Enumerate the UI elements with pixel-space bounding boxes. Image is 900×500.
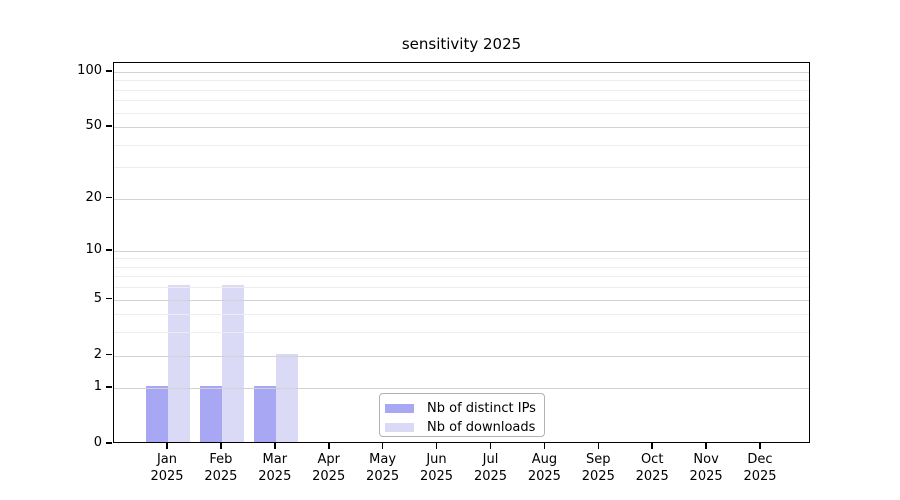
year-label: 2025 <box>258 469 292 484</box>
year-label: 2025 <box>150 469 184 484</box>
gridline-minor <box>114 144 809 146</box>
y-tick-mark <box>106 442 112 444</box>
year-label: 2025 <box>366 469 400 484</box>
y-tick-label: 10 <box>85 241 102 257</box>
legend-label: Nb of distinct IPs <box>427 400 536 416</box>
x-tick-label-jun: Jun 2025 <box>409 451 465 485</box>
month-label: Dec <box>747 452 773 467</box>
gridline-minor <box>114 100 809 102</box>
month-label: Jul <box>482 452 499 467</box>
x-tick-mark <box>597 443 599 449</box>
x-tick-label-mar: Mar 2025 <box>247 451 303 485</box>
year-label: 2025 <box>473 469 508 484</box>
month-label: Mar <box>262 452 288 467</box>
y-tick-label: 2 <box>93 346 102 362</box>
x-tick-label-apr: Apr 2025 <box>301 451 357 485</box>
x-tick-label-may: May 2025 <box>355 451 411 485</box>
x-tick-mark <box>381 443 384 449</box>
bar-distinct-ips-jan <box>146 386 168 442</box>
gridline-minor <box>114 332 809 334</box>
x-tick-mark <box>543 443 546 449</box>
month-label: May <box>369 452 397 467</box>
x-tick-mark <box>166 443 168 449</box>
month-label: Apr <box>317 452 340 467</box>
x-tick-label-sep: Sep 2025 <box>570 451 626 485</box>
gridline-major <box>114 72 809 73</box>
x-tick-mark <box>759 443 761 449</box>
year-label: 2025 <box>581 469 615 484</box>
gridline-major <box>114 198 809 200</box>
x-tick-label-feb: Feb 2025 <box>193 451 249 485</box>
x-tick-mark <box>328 443 330 449</box>
year-label: 2025 <box>527 469 561 484</box>
month-label: Feb <box>209 452 233 467</box>
gridline-major <box>114 127 809 129</box>
y-tick-mark <box>106 297 112 300</box>
month-label: Jan <box>156 452 178 467</box>
year-label: 2025 <box>635 469 669 484</box>
chart-title: sensitivity 2025 <box>401 35 522 53</box>
y-tick-label: 100 <box>77 63 102 78</box>
y-tick-mark <box>106 125 112 127</box>
gridline-minor <box>114 314 809 316</box>
bar-distinct-ips-feb <box>199 386 222 442</box>
legend-swatch-downloads <box>385 422 414 432</box>
gridline-major <box>114 250 809 252</box>
year-label: 2025 <box>743 469 777 484</box>
legend-swatch-distinct-ips <box>385 403 414 413</box>
legend-item-distinct-ips: Nb of distinct IPs <box>385 400 544 416</box>
month-label: Aug <box>531 452 558 467</box>
y-tick-mark <box>106 353 112 356</box>
gridline-major <box>114 388 809 390</box>
y-tick-mark <box>106 196 112 199</box>
gridline-minor <box>114 266 809 268</box>
month-label: Sep <box>586 452 611 467</box>
bar-downloads-feb <box>221 285 244 442</box>
bar-downloads-jan <box>168 285 190 442</box>
year-label: 2025 <box>419 469 454 484</box>
y-tick-label: 20 <box>85 189 102 205</box>
y-tick-label: 50 <box>85 118 102 134</box>
year-label: 2025 <box>312 469 346 484</box>
month-label: Oct <box>640 452 664 467</box>
y-tick-label: 1 <box>93 379 102 395</box>
plot-area: Nb of distinct IPs Nb of downloads <box>113 62 810 443</box>
gridline-minor <box>114 276 809 278</box>
gridline-minor <box>114 112 809 114</box>
y-tick-mark <box>106 70 112 72</box>
month-label: Nov <box>693 452 719 467</box>
x-tick-mark <box>705 443 707 449</box>
gridline-major <box>114 299 809 301</box>
x-tick-label-jul: Jul 2025 <box>463 451 519 485</box>
month-label: Jun <box>426 452 447 467</box>
gridline-minor <box>114 167 809 169</box>
x-tick-label-oct: Oct 2025 <box>624 451 680 485</box>
legend: Nb of distinct IPs Nb of downloads <box>379 393 545 437</box>
gridline-minor <box>114 80 809 82</box>
x-tick-mark <box>274 443 276 449</box>
x-tick-label-nov: Nov 2025 <box>678 451 734 485</box>
legend-item-downloads: Nb of downloads <box>385 419 544 435</box>
x-tick-mark <box>220 443 222 449</box>
x-tick-mark <box>651 443 653 449</box>
y-tick-mark <box>106 386 112 388</box>
y-tick-label: 0 <box>93 435 102 450</box>
x-tick-label-dec: Dec 2025 <box>732 451 788 485</box>
gridline-major <box>114 355 809 357</box>
y-tick-mark <box>106 249 112 251</box>
gridline-minor <box>114 258 809 260</box>
x-tick-mark <box>435 443 438 449</box>
x-tick-label-jan: Jan 2025 <box>139 451 195 485</box>
year-label: 2025 <box>689 469 723 484</box>
legend-label: Nb of downloads <box>427 419 536 435</box>
bar-distinct-ips-mar <box>253 386 276 442</box>
year-label: 2025 <box>204 469 238 484</box>
gridline-minor <box>114 89 809 91</box>
bar-downloads-mar <box>275 353 298 442</box>
x-tick-mark <box>489 443 492 449</box>
y-tick-label: 5 <box>93 290 102 306</box>
gridline-minor <box>114 287 809 289</box>
x-tick-label-aug: Aug 2025 <box>516 451 572 485</box>
